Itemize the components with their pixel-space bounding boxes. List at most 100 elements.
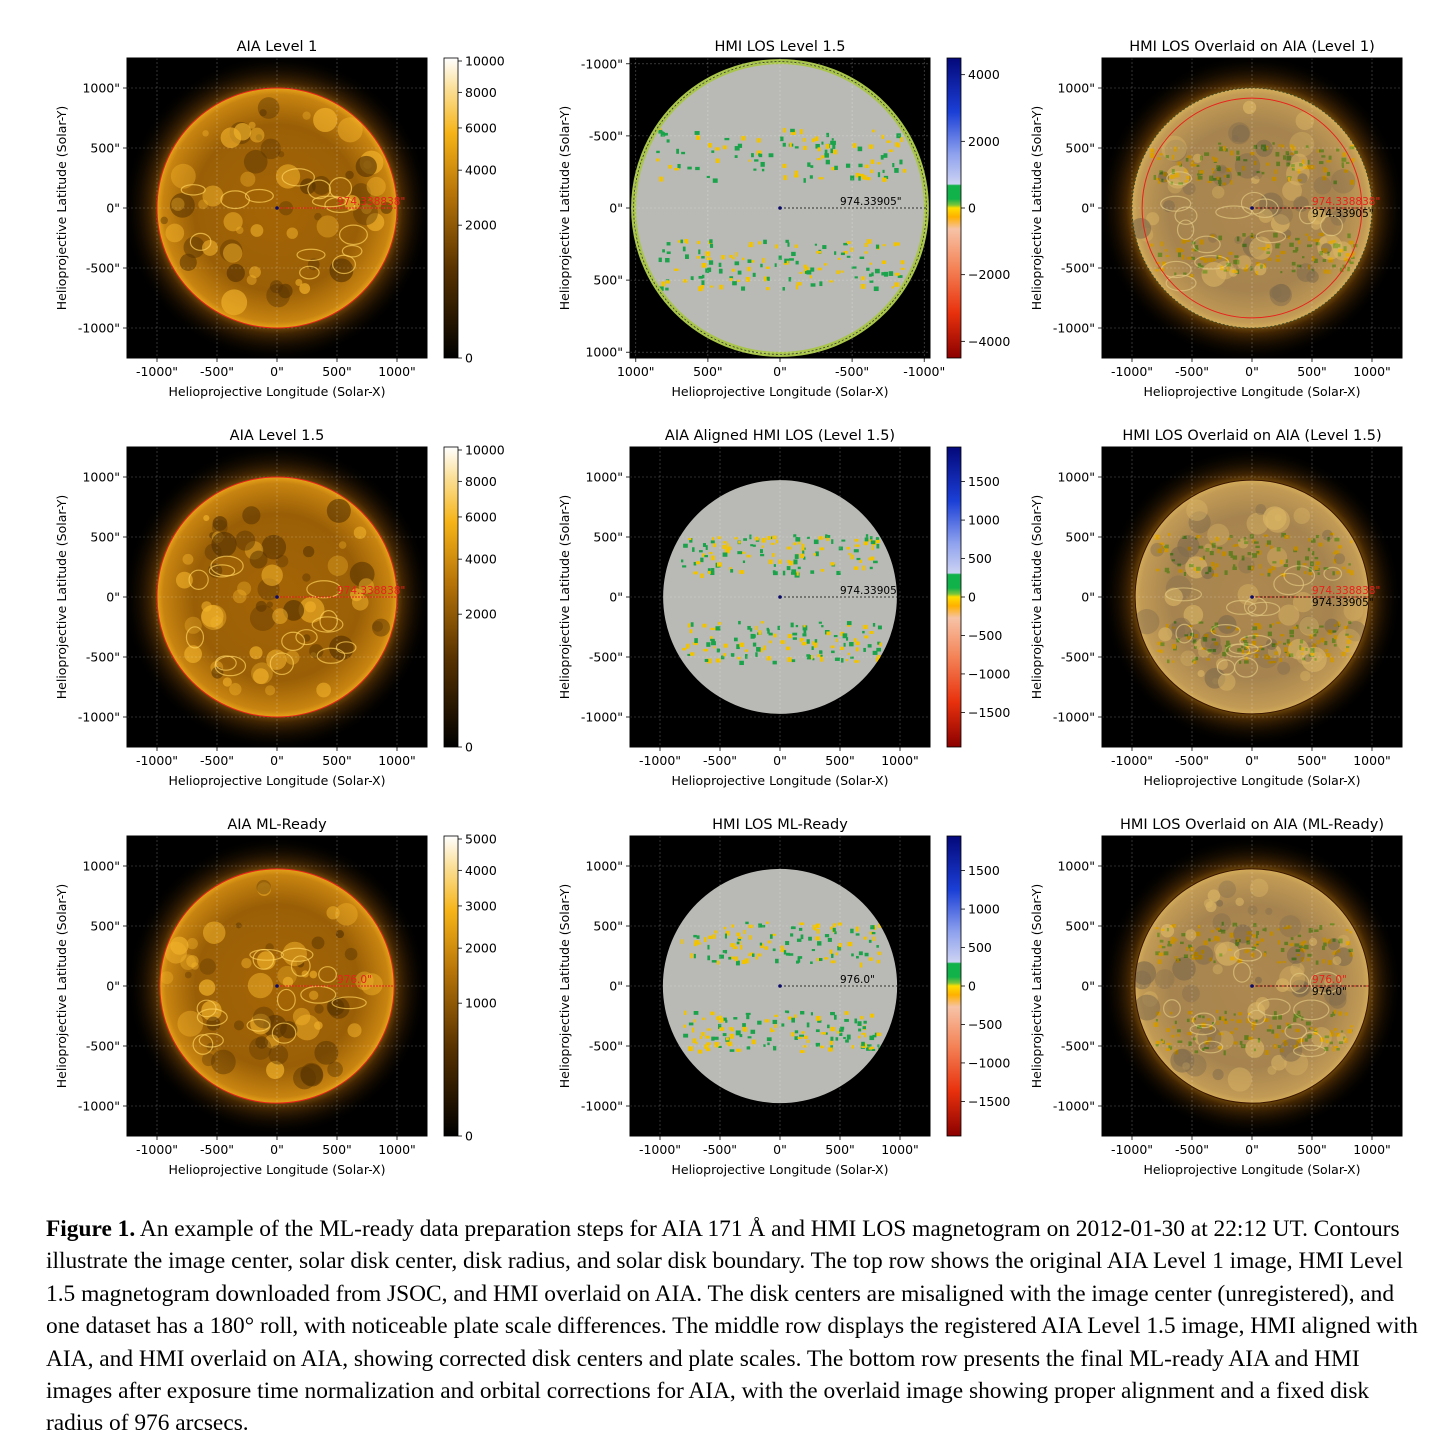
panel-title: HMI LOS Overlaid on AIA (Level 1) (1129, 39, 1375, 55)
active-regions (1132, 100, 1356, 307)
radius-annotation-red: 976.0" (1312, 974, 1347, 986)
panel-title: AIA ML-Ready (227, 817, 327, 833)
x-tick-label: 0" (270, 1142, 284, 1157)
colorbar-tick-label: 0 (968, 979, 976, 994)
y-axis-label: Helioprojective Latitude (Solar-Y) (54, 106, 69, 311)
panel-title: HMI LOS Overlaid on AIA (ML-Ready) (1120, 817, 1384, 833)
active-regions (175, 498, 391, 698)
x-tick-label: 0" (773, 753, 787, 768)
colorbar-tick-label: 6000 (465, 120, 497, 135)
colorbar-tick-label: 4000 (968, 67, 1000, 82)
y-tick-label: 0" (609, 979, 623, 994)
y-axis-label: Helioprojective Latitude (Solar-Y) (557, 106, 572, 311)
x-tick-label: -500" (835, 364, 869, 379)
x-tick-label: -1000" (136, 364, 178, 379)
magnetic-features (1154, 532, 1354, 664)
radius-annotation-black: 974.33905" (1312, 597, 1374, 609)
y-tick-label: -500" (589, 1039, 623, 1054)
y-tick-label: 0" (106, 590, 120, 605)
panel-title: HMI LOS ML-Ready (712, 817, 848, 833)
colorbar-tick-label: 6000 (465, 509, 497, 524)
y-tick-label: -1000" (581, 1099, 623, 1114)
disk-center-marker (275, 595, 279, 599)
colorbar-tick-label: 4000 (465, 552, 497, 567)
x-tick-label: 0" (270, 753, 284, 768)
x-tick-label: 1000" (378, 364, 416, 379)
colorbar-tick-label: −4000 (968, 334, 1010, 349)
colorbar: 4000 2000 0 −2000 −4000 (946, 57, 1010, 359)
x-tick-label: 0" (1245, 1142, 1259, 1157)
y-tick-label: 500" (1065, 919, 1095, 934)
colorbar-tick-label: 500 (968, 940, 992, 955)
x-axis-label: Helioprojective Longitude (Solar-X) (168, 1162, 385, 1177)
radius-annotation-red: 974.338838" (337, 585, 405, 597)
y-tick-label: 0" (609, 590, 623, 605)
y-tick-label: -500" (1061, 650, 1095, 665)
x-tick-label: 1000" (881, 753, 919, 768)
disk-center-marker (275, 984, 279, 988)
y-tick-label: 1000" (82, 859, 120, 874)
magnetic-features (656, 127, 907, 293)
colorbar-tick-label: 4000 (465, 863, 497, 878)
y-tick-label: -500" (589, 128, 623, 143)
y-axis-label: Helioprojective Latitude (Solar-Y) (1029, 106, 1044, 311)
colorbar-scale (443, 57, 459, 359)
x-axis-label: Helioprojective Longitude (Solar-X) (168, 384, 385, 399)
caption-label: Figure 1. (46, 1216, 136, 1242)
colorbar-tick-label: 500 (968, 551, 992, 566)
x-tick-label: -500" (703, 753, 737, 768)
radius-annotation-black: 976.0" (1312, 986, 1347, 998)
colorbar-tick-label: −1000 (968, 666, 1010, 681)
y-axis-label: Helioprojective Latitude (Solar-Y) (54, 495, 69, 700)
hmi-disk-boundary (1131, 87, 1373, 329)
x-axis-label: Helioprojective Longitude (Solar-X) (168, 773, 385, 788)
colorbar-tick-label: 0 (465, 1129, 473, 1144)
colorbar-scale (946, 835, 962, 1137)
x-tick-label: 0" (1245, 753, 1259, 768)
x-axis-label: Helioprojective Longitude (Solar-X) (671, 384, 888, 399)
x-tick-label: 500" (825, 1142, 855, 1157)
y-tick-label: 0" (1081, 201, 1095, 216)
x-tick-label: 500" (1297, 1142, 1327, 1157)
y-tick-label: 1000" (585, 470, 623, 485)
x-tick-label: 1000" (378, 753, 416, 768)
x-tick-label: 1000" (1353, 364, 1391, 379)
y-tick-label: 0" (1081, 590, 1095, 605)
colorbar-tick-label: −500 (968, 628, 1002, 643)
colorbar-tick-label: 2000 (465, 941, 497, 956)
colorbar-tick-label: −1500 (968, 705, 1010, 720)
y-tick-label: 1000" (82, 470, 120, 485)
x-tick-label: 500" (825, 753, 855, 768)
panel-2: 974.33905" 1000" 500" 0" -500" -1000" -1000" -5… (557, 39, 1010, 399)
y-tick-label: -1000" (581, 710, 623, 725)
colorbar-scale (946, 446, 962, 748)
y-tick-label: -1000" (1053, 321, 1095, 336)
colorbar: 10000 8000 6000 4000 2000 0 (443, 443, 505, 755)
x-tick-label: -500" (200, 1142, 234, 1157)
colorbar-tick-label: 1000 (968, 902, 1000, 917)
colorbar-tick-label: 1500 (968, 863, 1000, 878)
x-tick-label: 1000" (881, 1142, 919, 1157)
x-tick-label: -1000" (136, 753, 178, 768)
colorbar-tick-label: 5000 (465, 832, 497, 847)
y-tick-label: -500" (86, 650, 120, 665)
y-tick-label: -500" (1061, 261, 1095, 276)
disk-center-marker (1250, 984, 1254, 988)
radius-annotation-red: 974.338838" (1312, 585, 1380, 597)
y-tick-label: 0" (106, 979, 120, 994)
x-tick-label: 500" (322, 1142, 352, 1157)
x-axis-label: Helioprojective Longitude (Solar-X) (1143, 1162, 1360, 1177)
disk-center-marker (778, 984, 782, 988)
colorbar-tick-label: 8000 (465, 85, 497, 100)
y-tick-label: -1000" (581, 56, 623, 71)
y-tick-label: 500" (593, 919, 623, 934)
x-tick-label: -1000" (1111, 364, 1153, 379)
x-tick-label: -1000" (1111, 753, 1153, 768)
panel-6: 974.338838"974.33905" -1000" -500" 0" 500" 10… (1029, 428, 1403, 788)
panel-3: 974.338838"974.33905" -1000" -500" 0" 500" 10… (1029, 39, 1403, 399)
colorbar-tick-label: −1000 (968, 1055, 1010, 1070)
y-tick-label: 500" (90, 919, 120, 934)
y-tick-label: -1000" (78, 321, 120, 336)
active-regions (1135, 499, 1366, 691)
colorbar-tick-label: −2000 (968, 267, 1010, 282)
